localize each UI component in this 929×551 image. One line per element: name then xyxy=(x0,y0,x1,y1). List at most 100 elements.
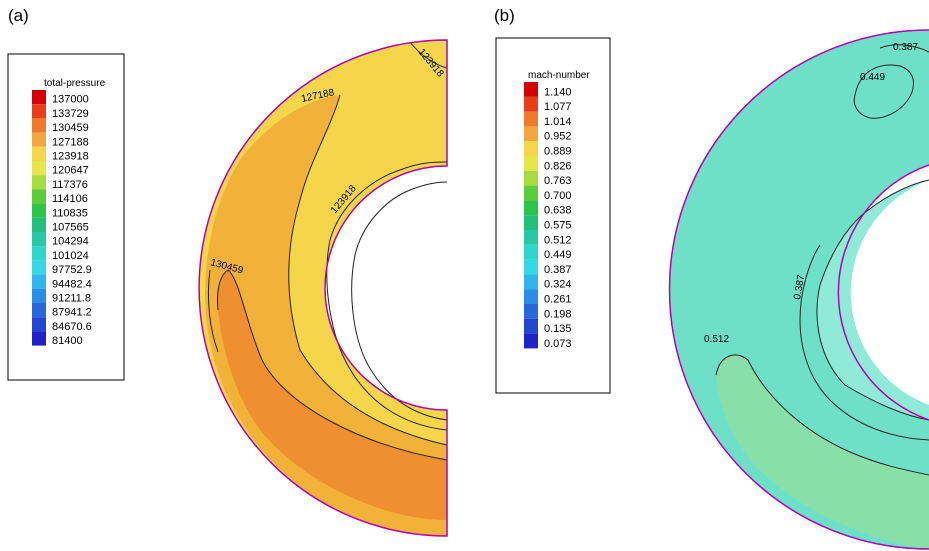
panel-b-legend-title: mach-number xyxy=(528,70,590,81)
panel-a-legend-value: 133729 xyxy=(52,108,89,120)
panel-b-contour-label: 0.387 xyxy=(893,42,918,53)
panel-b-legend-swatch xyxy=(524,185,538,201)
panel-a-legend-swatch xyxy=(32,260,46,275)
panel-b-legend-value: 0.952 xyxy=(544,131,572,143)
panel-b-legend-swatch xyxy=(524,156,538,171)
panel-a-legend-swatch xyxy=(32,303,46,318)
panel-a-label: (a) xyxy=(8,6,29,25)
panel-a-legend-swatch xyxy=(32,331,46,346)
panel-b-legend-swatch xyxy=(524,111,538,127)
panel-b-legend: mach-number 1.140 1.077 1.014 0.952 0.889 0.8… xyxy=(495,37,611,394)
panel-b-legend-swatch xyxy=(524,82,538,97)
panel-b-legend-swatch xyxy=(524,333,538,349)
panel-b-region-green xyxy=(716,355,929,549)
panel-b-contour-label: 0.387 xyxy=(792,274,807,301)
panel-a-legend-value: 91211.8 xyxy=(52,293,91,305)
panel-b-legend-value: 1.014 xyxy=(544,116,572,128)
panel-b-legend-value: 0.638 xyxy=(544,205,572,217)
panel-a-legend-box xyxy=(7,53,125,381)
panel-a-legend-value: 117376 xyxy=(52,179,88,191)
panel-b-legend-swatch xyxy=(524,96,538,112)
panel-b-contour-line xyxy=(816,179,929,421)
panel-a-legend-swatch xyxy=(32,132,46,147)
panel-a-legend-value: 123918 xyxy=(52,151,89,163)
panel-b-legend-value: 0.135 xyxy=(544,323,572,335)
panel-b-contour-plot: 0.387 0.449 0.387 0.512 xyxy=(668,29,929,550)
panel-b-legend-swatch xyxy=(524,259,538,275)
panel-b-boundary xyxy=(668,29,929,550)
panel-b-legend-value: 0.261 xyxy=(544,294,572,306)
panel-a-legend-value: 110835 xyxy=(52,207,88,219)
panel-b-legend-swatch xyxy=(524,141,538,156)
panel-b-legend-swatch xyxy=(524,215,538,230)
panel-a-boundary xyxy=(198,39,448,537)
panel-b-region-light-cyan xyxy=(817,180,929,420)
panel-a-contour-line xyxy=(351,181,448,421)
panel-a-legend-swatch xyxy=(32,232,46,247)
panel-a-legend-swatch xyxy=(32,203,46,218)
panel-a-legend-value: 81400 xyxy=(52,335,83,347)
panel-a-contour-line xyxy=(288,94,448,446)
panel-b-contour-label: 0.449 xyxy=(860,72,885,83)
panel-a-legend-value: 130459 xyxy=(52,122,89,134)
panel-a-legend-value: 101024 xyxy=(52,250,89,262)
panel-b-label: (b) xyxy=(494,6,515,25)
panel-a-legend-swatch xyxy=(32,175,46,190)
panel-a-legend-swatch xyxy=(32,317,46,332)
panel-a-legend-value: 137000 xyxy=(52,94,89,106)
panel-a-legend-value: 104294 xyxy=(52,236,89,248)
panel-a-legend-value: 120647 xyxy=(52,165,89,177)
panel-a-legend-swatch xyxy=(32,104,46,119)
panel-b-legend-value: 0.889 xyxy=(544,146,572,158)
panel-b-legend-swatch xyxy=(524,318,538,334)
panel-b-legend-value: 0.826 xyxy=(544,160,572,172)
panel-a-legend-value: 97752.9 xyxy=(52,264,92,276)
panel-a-legend-value: 94482.4 xyxy=(52,278,92,290)
panel-b-legend-swatch xyxy=(524,289,538,304)
panel-a-legend-swatch xyxy=(32,189,46,204)
panel-b-contour-line xyxy=(853,64,914,119)
panel-b-legend-swatch xyxy=(524,170,538,186)
panel-b-legend-value: 0.387 xyxy=(544,264,572,276)
panel-b-legend-swatch xyxy=(524,200,538,216)
panel-a-legend-value: 127188 xyxy=(52,136,89,148)
panel-b-legend-value: 1.077 xyxy=(544,101,572,113)
panel-b-legend-swatch xyxy=(524,274,538,290)
panel-b-contour-label: 0.512 xyxy=(704,334,729,345)
panel-a-legend-swatch xyxy=(32,90,46,105)
panel-a-legend-value: 84670.6 xyxy=(52,321,92,333)
panel-b-legend-box xyxy=(495,37,611,394)
panel-b-legend-swatch xyxy=(524,244,538,260)
panel-a-contour-line xyxy=(217,269,448,461)
panel-a-legend-swatch xyxy=(32,246,46,261)
panel-b-legend-value: 0.700 xyxy=(544,190,572,202)
panel-a-legend-value: 87941.2 xyxy=(52,307,92,319)
panel-a-legend-title: total-pressure xyxy=(44,78,106,89)
panel-a-legend-swatch xyxy=(32,217,46,232)
panel-b-legend-value: 0.073 xyxy=(544,338,572,350)
panel-a-contour-line xyxy=(207,269,219,353)
panel-a-contour-line xyxy=(409,41,448,69)
panel-a-legend-value: 114106 xyxy=(52,193,88,205)
panel-a-contour-plot: 123918 127188 123918 130459 xyxy=(198,39,448,537)
panel-b-contour-line xyxy=(715,354,929,476)
panel-a-contour-line xyxy=(326,161,448,431)
panel-a-legend-swatch xyxy=(32,118,46,133)
panel-b-legend-value: 0.198 xyxy=(544,308,572,320)
panel-a-legend-swatch xyxy=(32,274,46,289)
panel-b-legend-value: 0.512 xyxy=(544,234,572,246)
panel-a-legend: total-pressure 137000 133729 130459 127188 1… xyxy=(7,53,125,381)
panel-a-legend-swatch xyxy=(32,288,46,303)
panel-b-legend-value: 0.763 xyxy=(544,175,572,187)
panel-b-legend-value: 0.449 xyxy=(544,249,572,261)
panel-b-legend-value: 1.140 xyxy=(544,86,572,98)
panel-a-legend-swatch xyxy=(32,146,46,161)
panel-a-legend-value: 107565 xyxy=(52,222,89,234)
panel-b-legend-swatch xyxy=(524,230,538,245)
panel-b-legend-swatch xyxy=(524,304,538,319)
panel-b-legend-value: 0.575 xyxy=(544,220,572,232)
panel-b-contour-line xyxy=(799,244,929,441)
panel-b-legend-value: 0.324 xyxy=(544,279,572,291)
panel-b-contour-line xyxy=(879,44,929,53)
